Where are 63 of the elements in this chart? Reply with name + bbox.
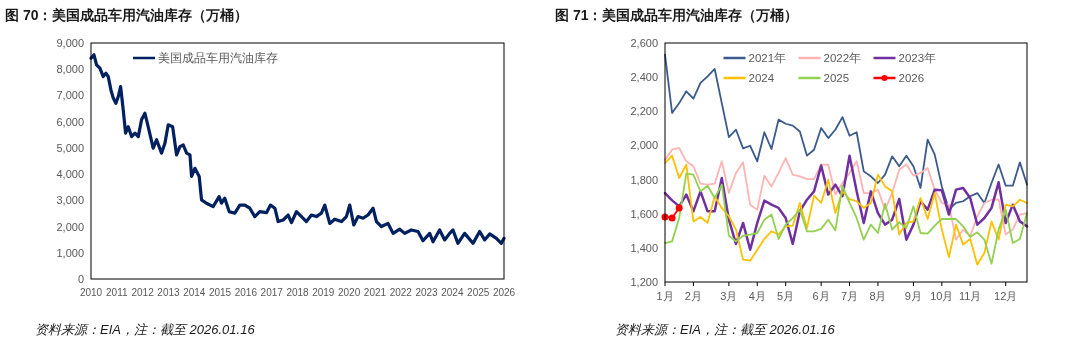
x-tick-label: 2010	[79, 287, 103, 298]
y-tick-label: 2,000	[630, 139, 658, 152]
y-tick-label: 1,400	[630, 241, 658, 254]
legend-label: 2021年	[748, 52, 787, 64]
y-tick-label: 5,000	[56, 141, 84, 154]
x-tick-label: 2018	[286, 287, 310, 298]
line-series	[89, 53, 506, 245]
x-tick-label: 7月	[840, 290, 859, 302]
line-series	[664, 147, 1028, 241]
line-series	[664, 172, 1028, 265]
legend-label: 2026	[898, 72, 925, 84]
x-tick-label: 2020	[337, 287, 361, 298]
x-tick-label: 2017	[260, 287, 284, 298]
y-tick-label: 2,000	[56, 220, 84, 233]
x-tick-label: 6月	[812, 290, 830, 302]
text: 资料来源：EIA，注：截至 2026.01.16	[615, 322, 836, 337]
x-tick-label: 4月	[748, 290, 766, 302]
x-tick-label: 2013	[157, 287, 181, 298]
y-tick-label: 1,200	[630, 276, 658, 288]
y-tick-label: 9,000	[56, 37, 84, 49]
x-tick-label: 12月	[994, 290, 1018, 302]
y-tick-label: 7,000	[56, 89, 84, 102]
x-tick-label: 2023	[415, 287, 439, 298]
x-tick-label: 11月	[959, 290, 982, 302]
x-tick-label: 5月	[777, 290, 795, 302]
legend-label: 美国成品车用汽油库存	[158, 51, 278, 64]
x-tick-label: 2014	[183, 287, 206, 298]
y-tick-label: 6,000	[56, 115, 84, 128]
x-tick-label: 2019	[312, 287, 335, 298]
y-tick-label: 2,200	[630, 105, 658, 118]
legend-label: 2022年	[823, 52, 862, 64]
y-tick-label: 3,000	[56, 194, 84, 207]
x-tick-label: 2026	[492, 287, 516, 298]
x-tick-label: 8月	[869, 290, 887, 302]
x-tick-label: 9月	[904, 290, 922, 302]
x-tick-label: 2024	[441, 287, 464, 298]
chart-title: 图 71：美国成品车用汽油库存（万桶）	[555, 7, 799, 23]
x-tick-label: 2022	[389, 287, 413, 298]
x-tick-label: 1月	[656, 290, 674, 302]
x-tick-label: 2012	[131, 287, 155, 298]
point	[668, 214, 676, 222]
y-tick-label: 2,600	[630, 37, 658, 49]
x-tick-label: 2025	[467, 287, 490, 298]
x-tick-label: 2011	[106, 287, 128, 298]
y-tick-label: 1,800	[630, 173, 658, 186]
x-tick-label: 2015	[208, 287, 232, 298]
y-tick-label: 4,000	[56, 168, 84, 181]
x-tick-label: 2016	[234, 287, 258, 298]
y-tick-label: 1,000	[56, 246, 84, 259]
y-tick-label: 0	[77, 273, 84, 285]
x-tick-label: 2021	[363, 287, 387, 298]
text: 资料来源：EIA，注：截至 2026.01.16	[35, 322, 256, 337]
legend-label: 2024	[748, 72, 775, 84]
y-tick-label: 1,600	[630, 207, 658, 220]
legend-label: 2023年	[898, 52, 937, 64]
y-tick-label: 2,400	[630, 71, 658, 84]
point	[675, 204, 683, 212]
y-tick-label: 8,000	[56, 63, 84, 76]
chart-title: 图 70：美国成品车用汽油库存（万桶）	[5, 7, 249, 23]
x-tick-label: 10月	[930, 290, 954, 302]
legend-label: 2025	[823, 72, 850, 84]
x-tick-label: 3月	[720, 290, 738, 302]
x-tick-label: 2月	[684, 290, 702, 302]
